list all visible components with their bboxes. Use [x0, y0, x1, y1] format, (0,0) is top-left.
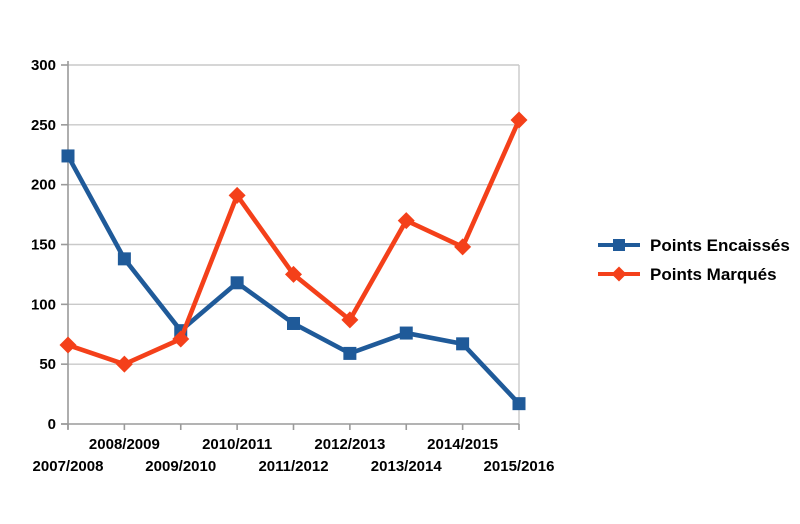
gridlines — [68, 64, 520, 424]
legend-swatch-square-icon — [598, 239, 640, 251]
legend-item-points-marques: Points Marqués — [596, 265, 790, 283]
chart-legend: Points Encaissés Points Marqués — [596, 236, 790, 283]
svg-text:200: 200 — [31, 177, 56, 194]
svg-text:2013/2014: 2013/2014 — [371, 458, 443, 475]
svg-text:300: 300 — [31, 57, 56, 74]
svg-text:2008/2009: 2008/2009 — [89, 436, 160, 453]
y-axis: 0 50 100 150 200 250 300 — [31, 57, 69, 433]
svg-text:2007/2008: 2007/2008 — [33, 458, 104, 475]
svg-text:100: 100 — [31, 296, 56, 313]
svg-text:2009/2010: 2009/2010 — [145, 458, 216, 475]
svg-text:2010/2011: 2010/2011 — [202, 436, 272, 453]
legend-swatch-diamond-icon — [598, 266, 640, 282]
svg-text:150: 150 — [31, 237, 56, 254]
svg-text:50: 50 — [39, 356, 56, 373]
svg-text:2014/2015: 2014/2015 — [427, 436, 498, 453]
svg-text:250: 250 — [31, 117, 56, 134]
svg-text:0: 0 — [48, 416, 56, 433]
svg-text:2012/2013: 2012/2013 — [314, 436, 385, 453]
x-axis: 2007/2008 2008/2009 2009/2010 2010/2011 2011… — [33, 423, 555, 475]
legend-label-points-encaisses: Points Encaissés — [650, 235, 790, 255]
legend-label-points-marques: Points Marqués — [650, 264, 777, 284]
svg-text:2015/2016: 2015/2016 — [484, 458, 555, 475]
legend-item-points-encaisses: Points Encaissés — [596, 236, 790, 254]
series-points-marques — [59, 111, 528, 373]
svg-text:2011/2012: 2011/2012 — [258, 458, 328, 475]
